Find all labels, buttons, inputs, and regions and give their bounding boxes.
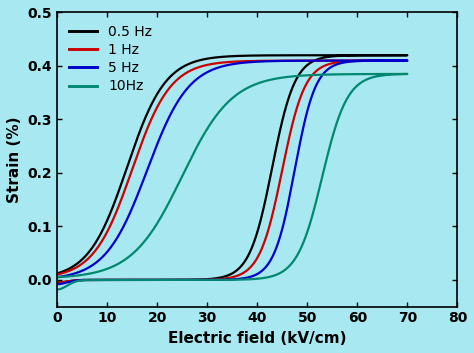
5 Hz (404, 59, 410, 63)
5 Hz (272, 250, 277, 255)
10Hz (99, 278, 105, 282)
5 Hz (396, 59, 402, 63)
0.5 Hz (54, 271, 60, 276)
Line: 0.5 Hz: 0.5 Hz (57, 55, 407, 282)
10Hz (67, 274, 73, 279)
1 Hz (54, 273, 60, 277)
0.5 Hz (371, 53, 377, 57)
10Hz (272, 273, 277, 277)
X-axis label: Electric field (kV/cm): Electric field (kV/cm) (168, 331, 346, 346)
5 Hz (99, 278, 105, 282)
1 Hz (272, 204, 277, 208)
1 Hz (99, 278, 105, 282)
1 Hz (404, 59, 410, 63)
10Hz (54, 287, 60, 292)
Legend: 0.5 Hz, 1 Hz, 5 Hz, 10Hz: 0.5 Hz, 1 Hz, 5 Hz, 10Hz (64, 19, 158, 99)
Line: 5 Hz: 5 Hz (57, 61, 407, 284)
5 Hz (54, 282, 60, 286)
1 Hz (396, 59, 402, 63)
Line: 10Hz: 10Hz (57, 74, 407, 289)
10Hz (396, 72, 402, 76)
10Hz (404, 72, 410, 76)
0.5 Hz (180, 65, 185, 69)
0.5 Hz (272, 154, 277, 158)
5 Hz (54, 275, 60, 279)
5 Hz (180, 92, 185, 97)
0.5 Hz (404, 53, 410, 57)
1 Hz (67, 268, 73, 273)
0.5 Hz (54, 280, 60, 285)
5 Hz (67, 273, 73, 277)
0.5 Hz (67, 266, 73, 270)
5 Hz (371, 59, 377, 63)
1 Hz (371, 59, 377, 63)
10Hz (54, 275, 60, 279)
1 Hz (54, 280, 60, 285)
1 Hz (180, 73, 185, 78)
0.5 Hz (99, 278, 105, 282)
0.5 Hz (396, 53, 402, 57)
Line: 1 Hz: 1 Hz (57, 61, 407, 282)
Y-axis label: Strain (%): Strain (%) (7, 116, 22, 203)
10Hz (180, 174, 185, 178)
10Hz (371, 72, 377, 76)
